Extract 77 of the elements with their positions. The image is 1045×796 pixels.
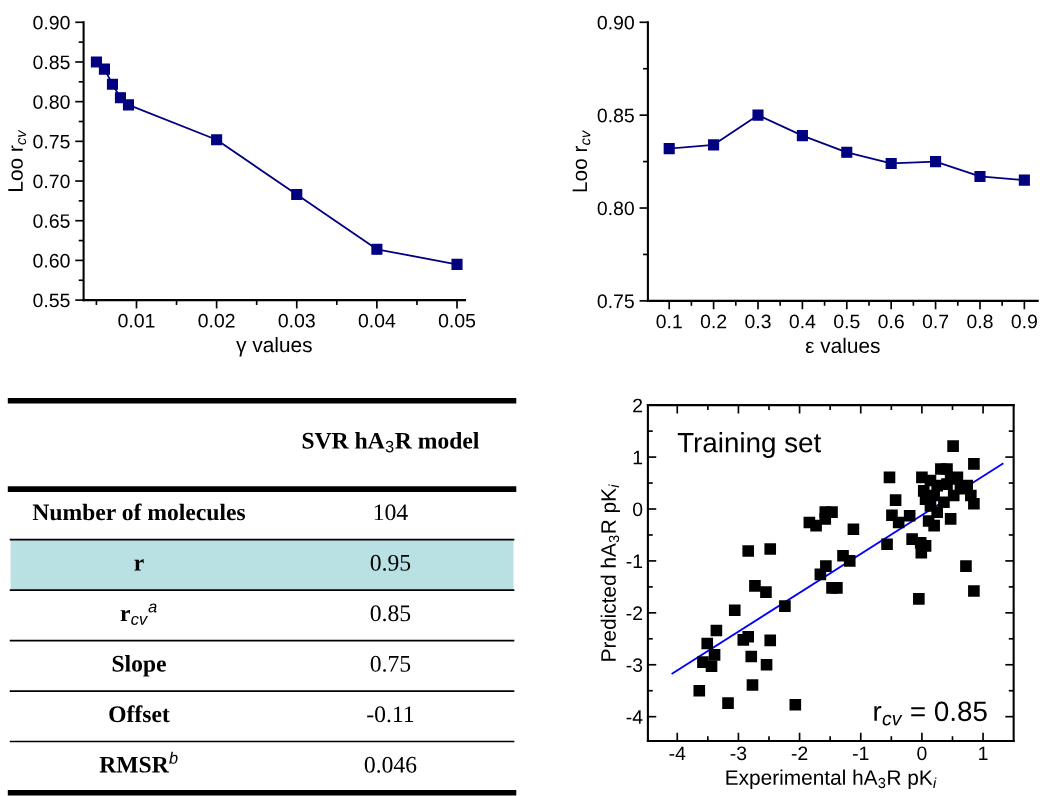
point [885,157,897,170]
point [106,78,119,90]
x-tick-label: 0.8 [967,314,993,329]
y-tick-label: 0.60 [33,253,70,268]
point [841,146,853,158]
text: SVR hA$_{3}$R model [302,432,479,453]
text: 0.85 [370,605,411,622]
y-tick-label: -1 [626,554,643,568]
x-tick-label: 1 [979,746,988,761]
x-tick-label: 0.05 [438,313,476,328]
point [211,134,223,146]
point [708,139,720,151]
x-tick-label: 0.3 [745,314,771,329]
x-tick-label: -4 [669,746,686,761]
text: 0.75 [370,655,411,672]
category-label: r$_{cv}$$^{a}$ [120,603,157,625]
annotation: r$_{cv}$ = 0.85 [874,701,987,726]
category-label: r [134,559,144,571]
point [752,109,764,121]
x-tick-label: -1 [852,746,869,761]
point [122,99,135,111]
y-tick-label: 0.75 [33,134,70,149]
point [98,63,110,75]
x-tick-label: 0 [917,746,927,761]
y-tick-label: 0.80 [33,95,70,109]
y-tick-label: -4 [626,710,643,724]
y-tick-label: 0.85 [33,55,70,70]
y-tick-label: 0.85 [597,108,634,123]
text: 0.95 [370,554,411,571]
x-tick-label: 0.02 [198,313,235,328]
category-label: Number of molecules [32,503,246,521]
y-axis-title: Loo r$_{cv}$ [8,129,27,191]
x-tick-label: 0.03 [278,313,315,328]
x-tick-label: 0.2 [700,314,727,329]
point [90,56,102,68]
text: -0.11 [367,706,414,723]
category-label: Slope [112,655,166,677]
y-axis-title: Predicted hA$_{3}$R pK$_{i}$ [600,484,621,661]
x-tick-label: -2 [791,746,808,761]
x-tick-label: 0.6 [878,314,904,329]
point [371,243,383,255]
y-tick-label: 0.65 [33,214,70,228]
point [663,143,675,155]
y-tick-label: 0.90 [597,15,634,30]
text: 104 [374,504,408,521]
point [451,258,463,270]
y-tick-label: 0.55 [33,293,70,308]
y-tick-label: 0.75 [597,294,634,309]
x-tick-label: 0.7 [922,314,949,329]
y-tick-label: 0 [632,502,643,517]
point [1018,174,1030,186]
x-axis-title: ε values [805,337,880,354]
y-tick-label: -2 [626,606,643,620]
x-tick-label: 0.9 [1011,314,1037,329]
point [291,188,303,201]
y-tick-label: -3 [626,658,643,672]
x-tick-label: 0.1 [656,314,682,329]
y-tick-label: 0.90 [33,15,70,30]
x-tick-label: -3 [730,746,747,761]
annotation: Training set [677,432,822,458]
x-tick-label: 0.5 [834,314,860,329]
x-axis-title: γ values [236,336,312,357]
text: 0.046 [364,756,417,773]
x-tick-label: 0.04 [358,313,396,328]
category-label: RMSR$^{b}$ [99,751,178,773]
x-tick-label: 0.01 [118,313,155,328]
y-tick-label: 0.70 [33,174,70,189]
y-tick-label: 1 [633,450,643,465]
point [974,170,986,183]
point [796,130,808,142]
x-tick-label: 0.4 [789,314,816,329]
category-label: Offset [109,705,170,723]
point [930,156,942,168]
y-tick-label: 2 [633,398,643,413]
x-axis-title: Experimental hA$_{3}$R pK$_{i}$ [726,769,937,790]
y-axis-title: Loo r$_{cv}$ [572,130,591,192]
y-tick-label: 0.80 [597,201,634,216]
